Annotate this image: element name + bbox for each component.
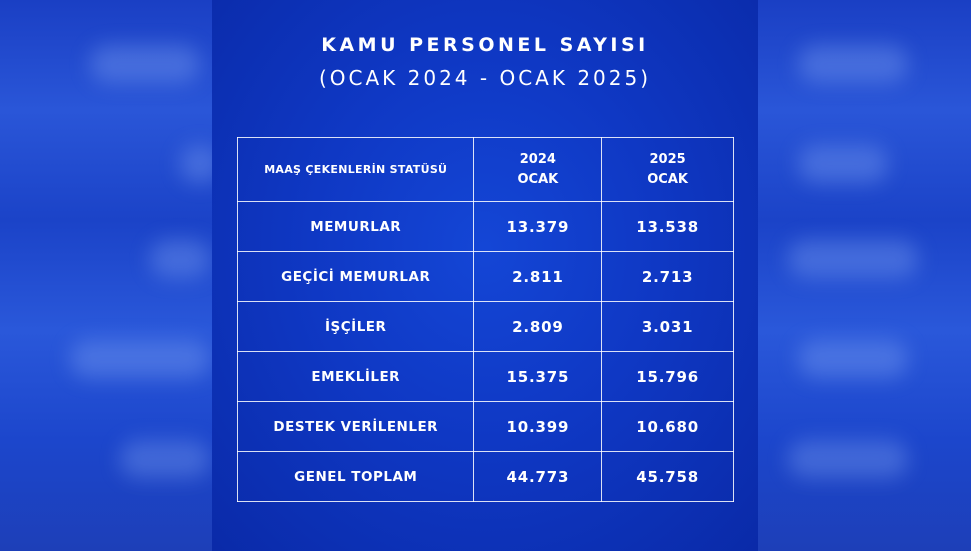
value-2025: 10.680 bbox=[601, 401, 734, 452]
blurred-left-panel bbox=[0, 0, 212, 551]
value-2024: 13.379 bbox=[473, 201, 603, 252]
page-title: KAMU PERSONEL SAYISI bbox=[321, 34, 649, 56]
value-2024: 2.811 bbox=[473, 251, 603, 302]
header-2025: 2025 OCAK bbox=[601, 137, 734, 202]
row-label: EMEKLİLER bbox=[236, 351, 475, 402]
table-row: GEÇİCİ MEMURLAR 2.811 2.713 bbox=[236, 251, 734, 302]
page-subtitle: (OCAK 2024 - OCAK 2025) bbox=[318, 66, 652, 90]
header-2024-month: OCAK bbox=[517, 171, 559, 187]
personnel-table: MAAŞ ÇEKENLERİN STATÜSÜ 2024 OCAK 2025 O… bbox=[236, 137, 734, 502]
table-row: İŞÇİLER 2.809 3.031 bbox=[236, 301, 734, 352]
header-2025-month: OCAK bbox=[647, 171, 688, 187]
value-2024: 15.375 bbox=[473, 351, 603, 402]
table-header-row: MAAŞ ÇEKENLERİN STATÜSÜ 2024 OCAK 2025 O… bbox=[236, 137, 734, 202]
table-row: DESTEK VERİLENLER 10.399 10.680 bbox=[236, 401, 734, 452]
header-2025-year: 2025 bbox=[649, 151, 686, 167]
value-2025: 45.758 bbox=[601, 451, 734, 502]
row-label: MEMURLAR bbox=[236, 201, 475, 252]
header-2024: 2024 OCAK bbox=[473, 137, 603, 202]
header-2024-year: 2024 bbox=[519, 151, 556, 167]
table-row: EMEKLİLER 15.375 15.796 bbox=[236, 351, 734, 402]
blurred-right-panel bbox=[758, 0, 971, 551]
row-label: GEÇİCİ MEMURLAR bbox=[236, 251, 475, 302]
table-row-total: GENEL TOPLAM 44.773 45.758 bbox=[236, 451, 734, 502]
infographic-card: KAMU PERSONEL SAYISI (OCAK 2024 - OCAK 2… bbox=[212, 0, 758, 551]
table-row: MEMURLAR 13.379 13.538 bbox=[236, 201, 734, 252]
value-2025: 13.538 bbox=[601, 201, 734, 252]
value-2025: 2.713 bbox=[601, 251, 734, 302]
header-status: MAAŞ ÇEKENLERİN STATÜSÜ bbox=[236, 137, 475, 202]
row-label: DESTEK VERİLENLER bbox=[236, 401, 475, 452]
row-label: İŞÇİLER bbox=[236, 301, 475, 352]
value-2024: 10.399 bbox=[473, 401, 603, 452]
value-2025: 3.031 bbox=[601, 301, 734, 352]
value-2024: 2.809 bbox=[473, 301, 603, 352]
row-label: GENEL TOPLAM bbox=[236, 451, 475, 502]
value-2024: 44.773 bbox=[473, 451, 603, 502]
value-2025: 15.796 bbox=[601, 351, 734, 402]
